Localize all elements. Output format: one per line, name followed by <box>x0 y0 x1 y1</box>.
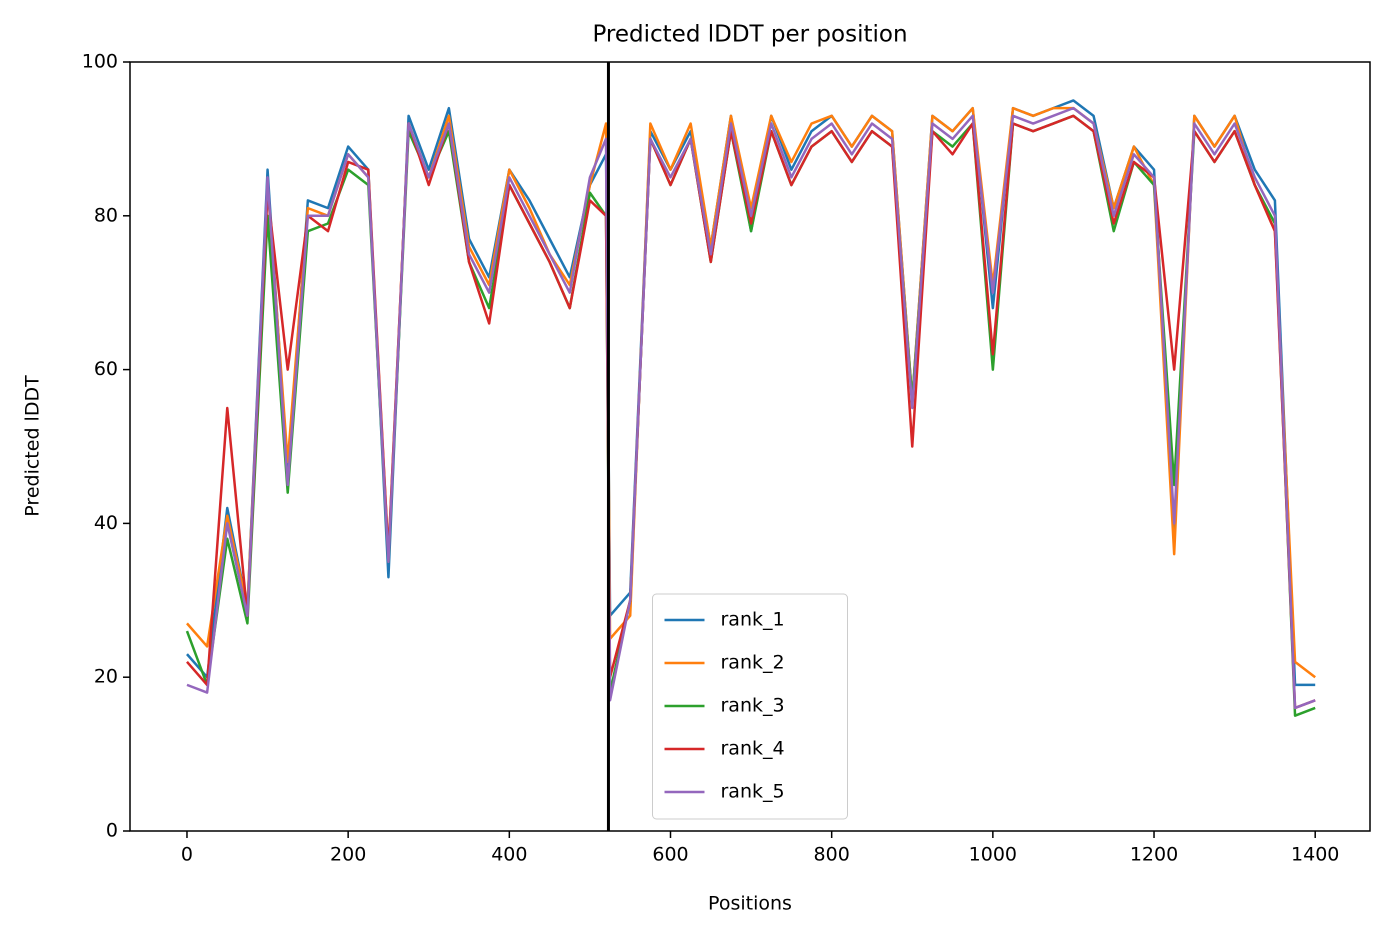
plot-frame <box>129 61 1371 832</box>
legend-label: rank_4 <box>721 738 785 760</box>
legend-label: rank_5 <box>721 781 785 803</box>
y-tick-label: 100 <box>82 51 118 73</box>
x-tick-label: 1200 <box>1130 844 1178 866</box>
series-line <box>186 106 1316 679</box>
y-tick-label: 20 <box>94 666 118 688</box>
chart-title: Predicted lDDT per position <box>592 22 907 48</box>
x-tick-label: 1400 <box>1291 844 1339 866</box>
x-tick-label: 400 <box>491 844 527 866</box>
legend-label: rank_2 <box>721 652 785 674</box>
legend-label: rank_3 <box>721 695 785 717</box>
legend-box <box>652 593 848 820</box>
x-tick-label: 200 <box>330 844 366 866</box>
y-tick-label: 60 <box>94 358 118 380</box>
x-tick-label: 800 <box>814 844 850 866</box>
x-tick-label: 1000 <box>969 844 1017 866</box>
legend-label: rank_1 <box>721 609 785 631</box>
x-tick-label: 0 <box>181 844 193 866</box>
y-tick-label: 0 <box>106 820 118 842</box>
y-tick-label: 80 <box>94 204 118 226</box>
y-tick-label: 40 <box>94 512 118 534</box>
x-tick-label: 600 <box>652 844 688 866</box>
legend: rank_1 rank_2 rank_3 rank_4 rank_5 <box>652 593 848 820</box>
series-line <box>186 106 1316 710</box>
y-axis-label: Predicted lDDT <box>22 375 44 517</box>
x-axis-label: Positions <box>708 893 792 915</box>
